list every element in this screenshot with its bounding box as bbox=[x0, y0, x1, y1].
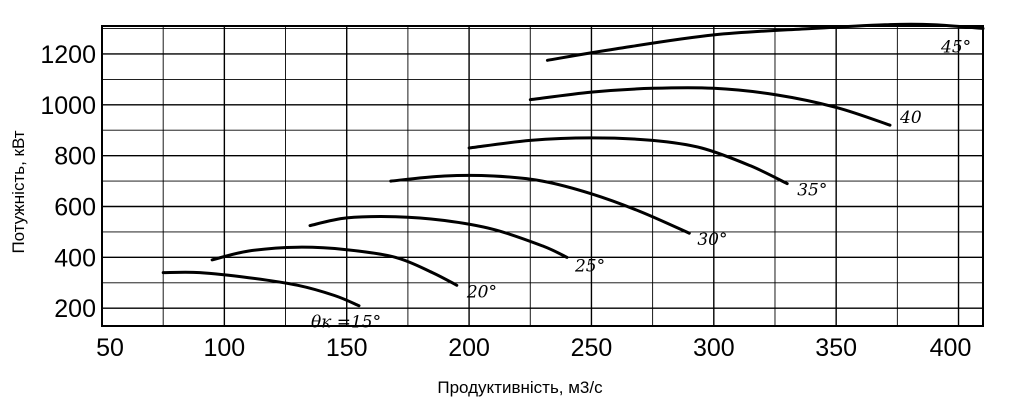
x-tick-label: 400 bbox=[930, 334, 972, 362]
series-labels: θк =15° 20° 25° 30° 35° 40 45° bbox=[311, 38, 971, 333]
y-tick-label: 1200 bbox=[40, 41, 96, 69]
horizontal-gridlines bbox=[102, 28, 983, 309]
plot-frame bbox=[101, 25, 984, 327]
x-tick-label: 300 bbox=[693, 334, 735, 362]
series-curve bbox=[308, 215, 569, 259]
x-axis-tick-labels: 50 100 150 200 250 300 350 400 bbox=[96, 334, 971, 362]
series-curve bbox=[210, 245, 459, 287]
series-label: 30° bbox=[697, 230, 727, 250]
x-tick-label: 50 bbox=[96, 334, 124, 362]
series-curve bbox=[528, 86, 892, 127]
series-curves bbox=[161, 22, 985, 308]
series-label: 25° bbox=[574, 256, 605, 276]
series-curve bbox=[467, 136, 789, 186]
x-tick-label: 200 bbox=[448, 334, 490, 362]
y-tick-label: 800 bbox=[54, 143, 96, 171]
x-tick-label: 150 bbox=[326, 334, 368, 362]
series-label: 20° bbox=[466, 282, 497, 302]
y-tick-label: 1000 bbox=[40, 92, 96, 120]
vertical-gridlines bbox=[162, 26, 960, 326]
series-curve bbox=[545, 22, 985, 62]
y-axis-title: Потужність, кВт bbox=[9, 130, 28, 253]
y-axis-tick-labels: 200 400 600 800 1000 1200 bbox=[40, 41, 96, 323]
y-tick-label: 600 bbox=[54, 194, 96, 222]
series-label: 35° bbox=[797, 181, 827, 201]
series-label: 45° bbox=[940, 38, 971, 58]
series-label: θк =15° bbox=[311, 313, 381, 333]
x-tick-label: 350 bbox=[815, 334, 857, 362]
series-curve bbox=[161, 270, 361, 308]
x-axis-title: Продуктивність, м3/с bbox=[437, 378, 603, 397]
y-tick-label: 200 bbox=[54, 295, 96, 323]
y-tick-label: 400 bbox=[54, 244, 96, 272]
series-label: 40 bbox=[899, 108, 922, 128]
series-curve bbox=[389, 173, 691, 235]
x-tick-label: 250 bbox=[571, 334, 613, 362]
x-tick-label: 100 bbox=[204, 334, 246, 362]
